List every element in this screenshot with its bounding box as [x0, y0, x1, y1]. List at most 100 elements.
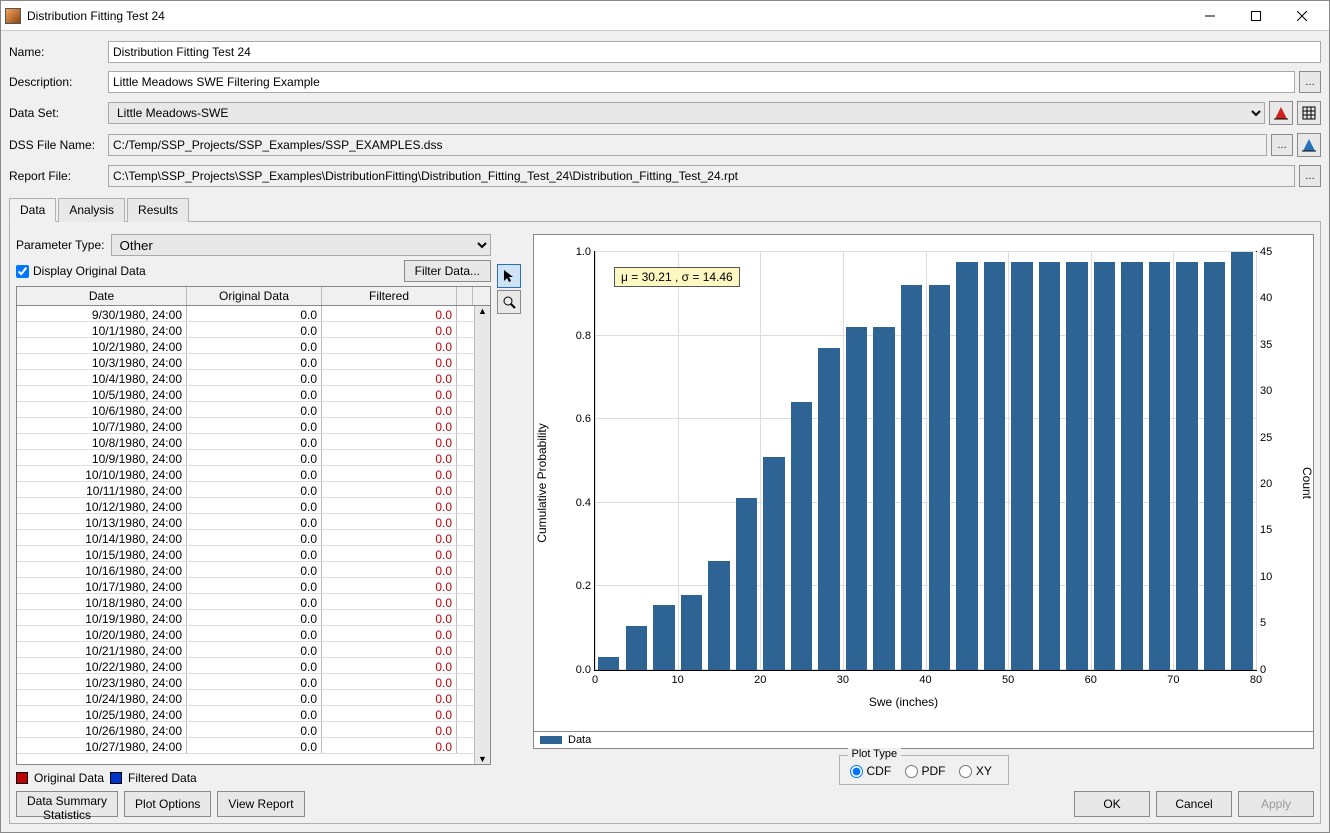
table-row[interactable]: 10/21/1980, 24:000.00.0	[17, 642, 474, 658]
dataset-table-icon[interactable]	[1297, 101, 1321, 125]
plot-type-pdf[interactable]: PDF	[905, 764, 946, 778]
ok-button[interactable]: OK	[1074, 791, 1150, 817]
content-area: Name: Description: … Data Set: Little Me…	[1, 31, 1329, 832]
col-header-date[interactable]: Date	[17, 287, 187, 305]
chart-bar	[818, 348, 839, 670]
dssfile-input[interactable]	[108, 134, 1267, 156]
cancel-button[interactable]: Cancel	[1156, 791, 1232, 817]
table-row[interactable]: 10/23/1980, 24:000.00.0	[17, 674, 474, 690]
filter-data-button[interactable]: Filter Data...	[404, 260, 491, 282]
chart-y2-axis-label: Count	[1300, 467, 1314, 499]
chart-area[interactable]: Cumulative Probability Count Swe (inches…	[533, 234, 1314, 732]
table-row[interactable]: 10/16/1980, 24:000.00.0	[17, 562, 474, 578]
table-row[interactable]: 10/27/1980, 24:000.00.0	[17, 738, 474, 754]
col-header-filtered[interactable]: Filtered	[322, 287, 457, 305]
table-row[interactable]: 10/12/1980, 24:000.00.0	[17, 498, 474, 514]
table-row[interactable]: 10/10/1980, 24:000.00.0	[17, 466, 474, 482]
tabstrip: Data Analysis Results	[9, 197, 1321, 221]
table-row[interactable]: 10/22/1980, 24:000.00.0	[17, 658, 474, 674]
maximize-button[interactable]	[1233, 1, 1279, 31]
table-row[interactable]: 10/25/1980, 24:000.00.0	[17, 706, 474, 722]
chart-bar	[1149, 262, 1170, 669]
plot-type-cdf[interactable]: CDF	[850, 764, 892, 778]
plot-type-xy[interactable]: XY	[959, 764, 992, 778]
chart-bar	[984, 262, 1005, 669]
table-row[interactable]: 10/20/1980, 24:000.00.0	[17, 626, 474, 642]
table-row[interactable]: 10/17/1980, 24:000.00.0	[17, 578, 474, 594]
table-row[interactable]: 10/19/1980, 24:000.00.0	[17, 610, 474, 626]
table-row[interactable]: 10/4/1980, 24:000.00.0	[17, 370, 474, 386]
table-row[interactable]: 10/13/1980, 24:000.00.0	[17, 514, 474, 530]
display-original-checkbox[interactable]: Display Original Data	[16, 264, 146, 278]
dssfile-plot-icon[interactable]	[1297, 133, 1321, 157]
plot-options-button[interactable]: Plot Options	[124, 791, 211, 817]
description-input[interactable]	[108, 71, 1295, 93]
table-row[interactable]: 10/14/1980, 24:000.00.0	[17, 530, 474, 546]
chart-bar	[1204, 262, 1225, 669]
parameter-type-select[interactable]: Other	[111, 234, 492, 256]
description-browse-button[interactable]: …	[1299, 71, 1321, 93]
table-body[interactable]: 9/30/1980, 24:000.00.010/1/1980, 24:000.…	[17, 306, 474, 764]
table-row[interactable]: 10/24/1980, 24:000.00.0	[17, 690, 474, 706]
chart-bar	[1231, 252, 1252, 670]
table-row[interactable]: 10/18/1980, 24:000.00.0	[17, 594, 474, 610]
table-row[interactable]: 10/9/1980, 24:000.00.0	[17, 450, 474, 466]
legend-swatch-filtered	[110, 772, 122, 784]
legend-swatch-original	[16, 772, 28, 784]
close-button[interactable]	[1279, 1, 1325, 31]
chart-legend-swatch	[540, 736, 562, 744]
table-row[interactable]: 10/5/1980, 24:000.00.0	[17, 386, 474, 402]
tab-results[interactable]: Results	[127, 198, 189, 222]
chart-bar	[791, 402, 812, 669]
apply-button[interactable]: Apply	[1238, 791, 1314, 817]
tab-analysis[interactable]: Analysis	[58, 198, 125, 222]
data-summary-button[interactable]: Data SummaryStatistics	[16, 791, 118, 817]
dssfile-browse-button[interactable]: …	[1271, 134, 1293, 156]
plot-toolbar	[497, 234, 523, 785]
table-row[interactable]: 10/7/1980, 24:000.00.0	[17, 418, 474, 434]
table-row[interactable]: 10/8/1980, 24:000.00.0	[17, 434, 474, 450]
chart-bar	[873, 327, 894, 669]
zoom-tool-icon[interactable]	[497, 290, 521, 314]
chart-bar	[708, 561, 729, 670]
chart-x-axis-label: Swe (inches)	[534, 695, 1273, 709]
chart-bar	[846, 327, 867, 669]
pointer-tool-icon[interactable]	[497, 264, 521, 288]
table-row[interactable]: 10/1/1980, 24:000.00.0	[17, 322, 474, 338]
tabpane-data: Parameter Type: Other Display Original D…	[9, 221, 1321, 824]
chart-y-axis-label: Cumulative Probability	[535, 423, 549, 542]
chart-bar	[929, 285, 950, 669]
chart-bar	[1094, 262, 1115, 669]
dataset-select[interactable]: Little Meadows-SWE	[108, 102, 1265, 124]
name-label: Name:	[9, 45, 104, 59]
minimize-button[interactable]	[1187, 1, 1233, 31]
legend-original-label: Original Data	[34, 771, 104, 785]
table-row[interactable]: 10/11/1980, 24:000.00.0	[17, 482, 474, 498]
tab-data[interactable]: Data	[9, 198, 56, 222]
report-browse-button[interactable]: …	[1299, 165, 1321, 187]
chart-bar	[763, 457, 784, 670]
report-input[interactable]	[108, 165, 1295, 187]
data-table: Date Original Data Filtered 9/30/1980, 2…	[16, 286, 491, 765]
table-row[interactable]: 10/2/1980, 24:000.00.0	[17, 338, 474, 354]
table-row[interactable]: 10/6/1980, 24:000.00.0	[17, 402, 474, 418]
chart-bar	[653, 605, 674, 670]
table-row[interactable]: 9/30/1980, 24:000.00.0	[17, 306, 474, 322]
chart-bar	[681, 595, 702, 670]
plot-type-group: Plot Type CDF PDF XY	[839, 755, 1009, 785]
col-header-original[interactable]: Original Data	[187, 287, 322, 305]
chart-bar	[598, 657, 619, 670]
legend-filtered-label: Filtered Data	[128, 771, 197, 785]
chart-bar	[1176, 262, 1197, 669]
table-scrollbar[interactable]: ▲▼	[474, 306, 490, 764]
chart-bar	[901, 285, 922, 669]
table-row[interactable]: 10/26/1980, 24:000.00.0	[17, 722, 474, 738]
dataset-plot-icon[interactable]	[1269, 101, 1293, 125]
table-row[interactable]: 10/3/1980, 24:000.00.0	[17, 354, 474, 370]
col-header-scroll	[457, 287, 473, 305]
table-row[interactable]: 10/15/1980, 24:000.00.0	[17, 546, 474, 562]
dataset-label: Data Set:	[9, 106, 104, 120]
view-report-button[interactable]: View Report	[217, 791, 304, 817]
chart-plot-area: 0.00.20.40.60.81.00510152025303540450102…	[594, 251, 1257, 671]
name-input[interactable]	[108, 41, 1321, 63]
